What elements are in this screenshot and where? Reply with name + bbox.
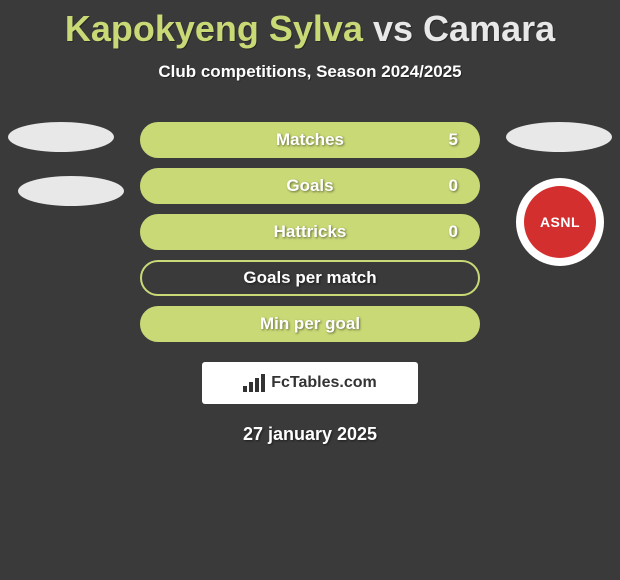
watermark: FcTables.com: [202, 362, 418, 404]
stat-row: Goals per match: [0, 260, 620, 296]
stat-label: Hattricks: [274, 222, 347, 242]
stat-label: Matches: [276, 130, 344, 150]
stat-row: Hattricks 0: [0, 214, 620, 250]
stat-bar: Goals 0: [140, 168, 480, 204]
stat-label: Goals: [286, 176, 333, 196]
subtitle: Club competitions, Season 2024/2025: [0, 62, 620, 82]
watermark-text: FcTables.com: [271, 374, 377, 392]
stat-label: Goals per match: [243, 268, 376, 288]
vs-text: vs: [373, 8, 413, 49]
stat-bar: Goals per match: [140, 260, 480, 296]
player1-name: Kapokyeng Sylva: [65, 8, 363, 49]
stats-area: Matches 5 Goals 0 Hattricks 0 Goals per match M…: [0, 122, 620, 342]
stat-bar: Hattricks 0: [140, 214, 480, 250]
stat-bar: Matches 5: [140, 122, 480, 158]
stat-label: Min per goal: [260, 314, 360, 334]
date: 27 january 2025: [0, 424, 620, 445]
chart-icon: [243, 374, 265, 392]
comparison-title: Kapokyeng Sylva vs Camara: [0, 0, 620, 50]
stat-value: 0: [449, 176, 458, 196]
player2-name: Camara: [423, 8, 555, 49]
stat-bar: Min per goal: [140, 306, 480, 342]
stat-value: 5: [449, 130, 458, 150]
stat-row: Matches 5: [0, 122, 620, 158]
stat-row: Min per goal: [0, 306, 620, 342]
stat-row: Goals 0: [0, 168, 620, 204]
stat-value: 0: [449, 222, 458, 242]
